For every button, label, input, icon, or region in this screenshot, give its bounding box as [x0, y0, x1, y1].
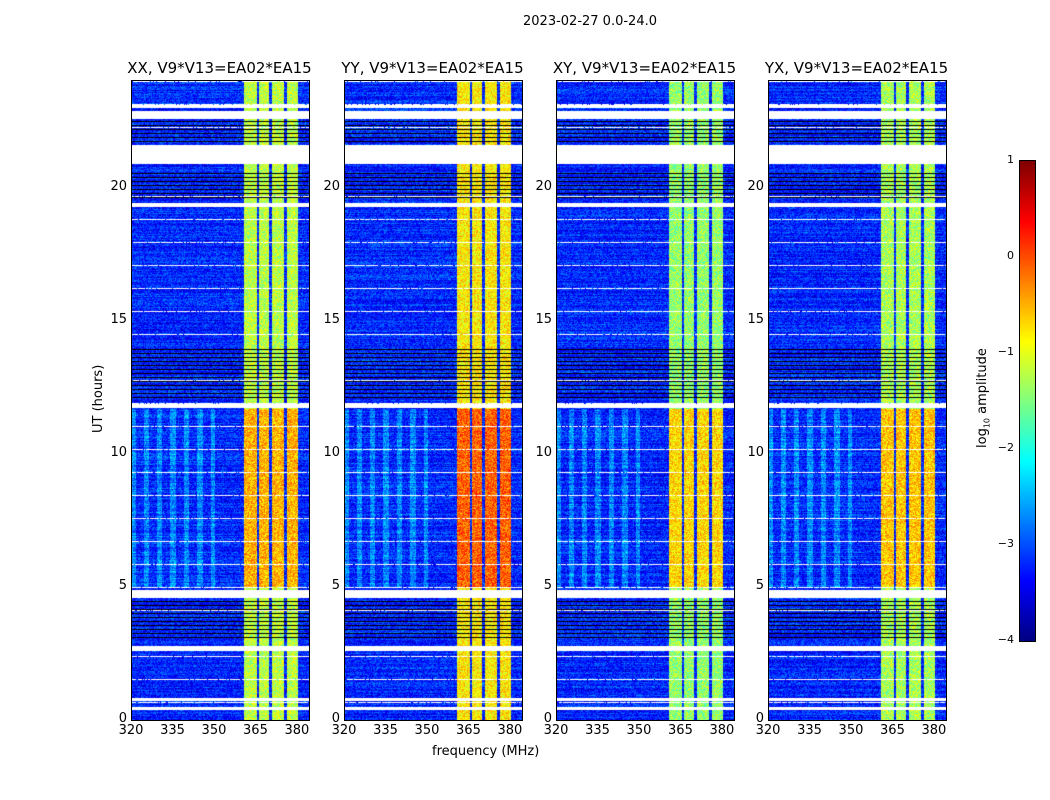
x-tick-label: 365 [880, 723, 905, 738]
y-tick-label: 10 [535, 444, 552, 460]
x-tick-label: 335 [160, 723, 185, 738]
x-tick-label: 320 [543, 723, 569, 738]
x-tick-label: 350 [414, 723, 440, 738]
colorbar-tick-label: 0 [1007, 249, 1014, 262]
x-tick-label: 320 [331, 723, 357, 738]
y-tick-label: 20 [110, 178, 127, 194]
x-tick-label: 335 [373, 723, 398, 738]
heatmap-panel-3 [768, 80, 947, 721]
y-tick-label: 0 [331, 711, 340, 726]
panel-title: XY, V9*V13=EA02*EA15 [552, 59, 737, 77]
y-tick-label: 0 [543, 711, 552, 726]
panel-title: XX, V9*V13=EA02*EA15 [127, 59, 312, 77]
x-tick-label: 365 [668, 723, 693, 738]
y-tick-label: 0 [118, 711, 127, 726]
colorbar-tick-label: −2 [997, 441, 1014, 454]
colorbar-tick-label: −4 [997, 633, 1014, 646]
y-tick-label: 5 [755, 577, 764, 593]
y-tick-label: 10 [747, 444, 764, 460]
x-tick-label: 320 [755, 723, 781, 738]
x-tick-label: 380 [497, 723, 523, 738]
y-tick-label: 15 [747, 311, 764, 327]
y-tick-label: 5 [543, 577, 552, 593]
x-tick-label: 335 [585, 723, 610, 738]
x-tick-label: 365 [456, 723, 481, 738]
x-tick-label: 320 [118, 723, 144, 738]
colorbar-label: log10 amplitude [975, 348, 992, 448]
x-tick-label: 335 [797, 723, 822, 738]
y-axis-label: UT (hours) [91, 364, 106, 433]
x-axis-label: frequency (MHz) [432, 744, 540, 759]
y-tick-label: 15 [110, 311, 127, 327]
y-tick-label: 15 [535, 311, 552, 327]
panel-title: YX, V9*V13=EA02*EA15 [764, 59, 949, 77]
y-tick-label: 10 [323, 444, 340, 460]
colorbar-tick-label: 1 [1007, 153, 1014, 166]
x-tick-label: 350 [626, 723, 652, 738]
x-tick-label: 365 [243, 723, 268, 738]
y-tick-label: 5 [331, 577, 340, 593]
y-tick-label: 20 [535, 178, 552, 194]
x-tick-label: 380 [921, 723, 947, 738]
y-tick-label: 20 [747, 178, 764, 194]
colorbar [1019, 160, 1036, 642]
y-tick-label: 0 [755, 711, 764, 726]
colorbar-tick-label: −1 [997, 345, 1014, 358]
y-tick-label: 15 [323, 311, 340, 327]
y-tick-label: 20 [323, 178, 340, 194]
x-tick-label: 380 [284, 723, 310, 738]
heatmap-panel-0 [131, 80, 310, 721]
x-tick-label: 350 [838, 723, 864, 738]
heatmap-panel-1 [344, 80, 523, 721]
heatmap-panel-2 [556, 80, 735, 721]
y-tick-label: 10 [110, 444, 127, 460]
figure-title: 2023-02-27 0.0-24.0 [523, 14, 657, 29]
panel-title: YY, V9*V13=EA02*EA15 [341, 59, 524, 77]
y-tick-label: 5 [118, 577, 127, 593]
x-tick-label: 350 [201, 723, 227, 738]
x-tick-label: 380 [709, 723, 735, 738]
colorbar-tick-label: −3 [997, 537, 1014, 550]
